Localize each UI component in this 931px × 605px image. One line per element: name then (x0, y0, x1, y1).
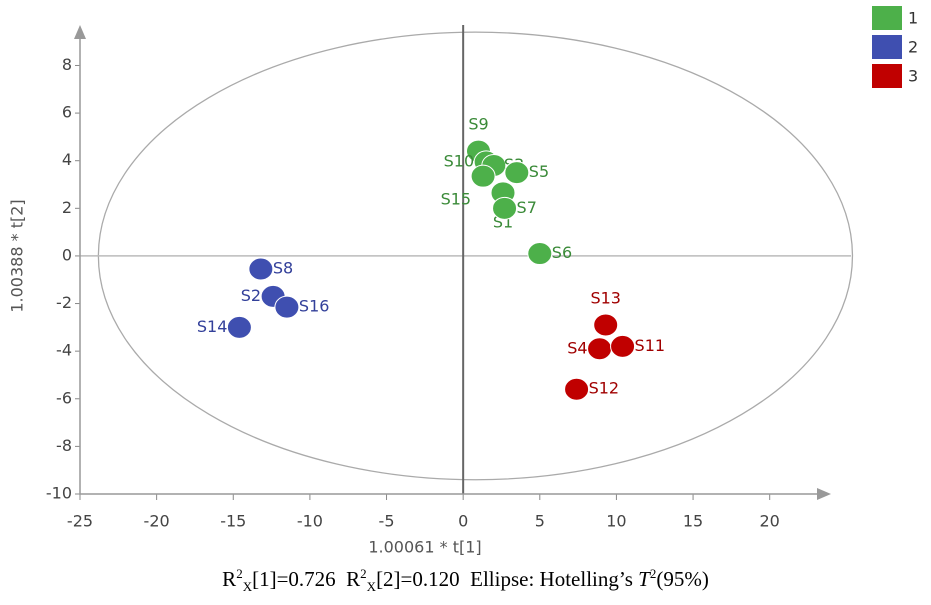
point-label: S16 (299, 297, 330, 316)
point (610, 334, 636, 358)
y-tick-label: -4 (56, 341, 72, 360)
caption-part: 2 (360, 566, 367, 581)
caption-part: (95%) (656, 567, 709, 591)
legend-label: 2 (908, 38, 918, 57)
y-tick-label: -2 (56, 293, 72, 312)
legend-swatch (872, 6, 902, 30)
y-tick-label: -10 (46, 484, 72, 503)
legend-swatch (872, 64, 902, 88)
point (527, 242, 553, 266)
y-tick-label: 4 (62, 150, 72, 169)
caption-part: T (638, 567, 650, 591)
y-tick-label: -6 (56, 388, 72, 407)
y-tick-label: 6 (62, 103, 72, 122)
point-label: S8 (273, 259, 293, 278)
caption: R2X[1]=0.726 R2X[2]=0.120 Ellipse: Hotel… (0, 566, 931, 595)
point-label: S12 (589, 379, 620, 398)
point (564, 377, 590, 401)
caption-part: 2 (649, 566, 657, 581)
point (274, 295, 300, 319)
legend-swatch (872, 35, 902, 59)
point (226, 315, 252, 339)
caption-part: X (366, 579, 377, 595)
point-label: S9 (468, 115, 488, 134)
x-tick-label: -10 (297, 512, 323, 531)
point (504, 161, 530, 185)
caption-part: X (242, 579, 253, 595)
point-label: S11 (635, 336, 666, 355)
point (470, 164, 496, 188)
caption-part: 2 (236, 566, 243, 581)
caption-part: [2]=0.120 Ellipse: Hotelling’s (376, 567, 639, 591)
chart: 1.00061 * t[1] 1.00388 * t[2] -10 -8 -6 -4 -… (8, 6, 918, 557)
point-label: S14 (197, 317, 228, 336)
point-label: S4 (567, 338, 587, 357)
x-tick-label: -5 (379, 512, 395, 531)
point-label: S6 (552, 243, 572, 262)
point-label: S2 (241, 286, 261, 305)
y-tick-label: 8 (62, 55, 72, 74)
legend-label: 1 (908, 9, 918, 28)
legend-label: 3 (908, 67, 918, 86)
x-tick-label: 10 (606, 512, 626, 531)
caption-part: [1]=0.726 R (252, 567, 361, 591)
x-tick-label: -15 (220, 512, 246, 531)
x-tick-label: 20 (760, 512, 780, 531)
point-label: S10 (444, 151, 475, 170)
x-tick-label: 0 (458, 512, 468, 531)
y-tick-label: -8 (56, 436, 72, 455)
point-label: S5 (529, 162, 549, 181)
x-tick-label: -25 (67, 512, 93, 531)
x-tick-label: 15 (683, 512, 703, 531)
point (248, 257, 274, 281)
y-axis-label: 1.00388 * t[2] (8, 199, 27, 312)
caption-part: R (222, 567, 237, 591)
point (593, 313, 619, 337)
y-tick-label: 0 (62, 245, 72, 264)
x-axis-label: 1.00061 * t[1] (368, 538, 481, 557)
y-axis-arrow (74, 25, 86, 39)
point (587, 337, 613, 361)
point-label: S15 (441, 190, 472, 209)
y-tick-label: 2 (62, 198, 72, 217)
point-label: S7 (517, 198, 537, 217)
point-label: S13 (590, 288, 621, 307)
x-tick-label: -20 (144, 512, 170, 531)
x-axis-arrow (817, 488, 831, 500)
point (492, 196, 518, 220)
x-tick-label: 5 (535, 512, 545, 531)
